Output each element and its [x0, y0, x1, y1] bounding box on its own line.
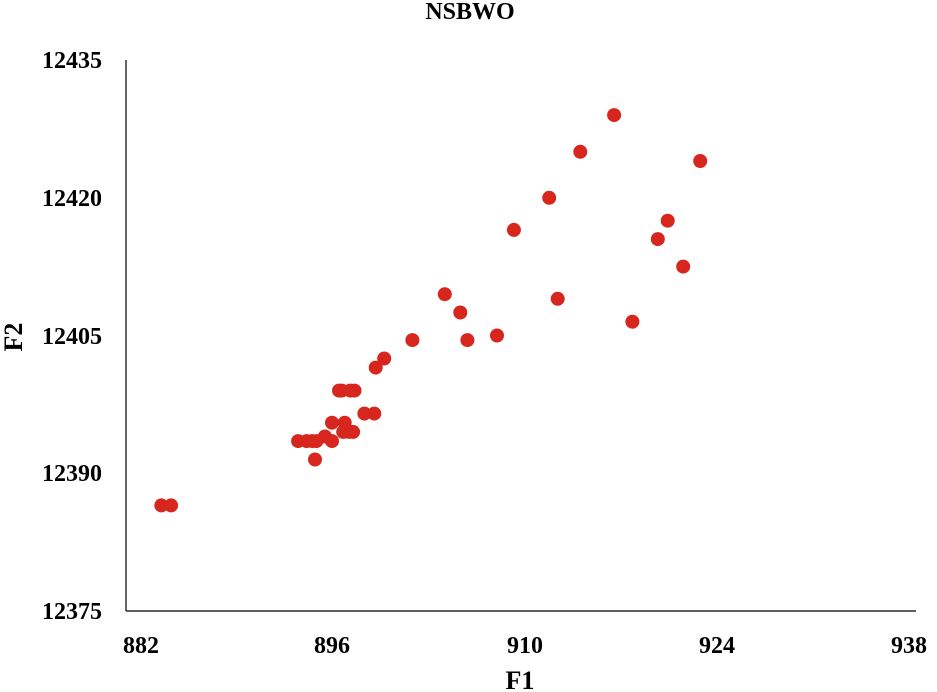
data-point [506, 222, 521, 237]
data-point [676, 259, 691, 274]
y-tick-labels: 12375 12390 12405 12420 12435 [42, 48, 102, 625]
data-point [377, 351, 392, 366]
data-point [453, 305, 468, 320]
x-tick-label: 938 [891, 633, 927, 659]
data-point [550, 291, 565, 306]
y-axis-label: F2 [0, 323, 28, 352]
chart-title: NSBWO [425, 0, 514, 25]
data-point [693, 154, 708, 168]
x-tick-label: 882 [123, 633, 159, 659]
data-point [367, 406, 382, 421]
y-tick-label: 12405 [42, 324, 102, 350]
data-point [368, 360, 383, 375]
data-point [405, 333, 420, 348]
data-points [154, 108, 708, 513]
data-point [573, 144, 588, 159]
data-point [154, 498, 169, 513]
data-point [625, 314, 640, 329]
x-tick-label: 910 [507, 633, 543, 659]
y-tick-label: 12390 [42, 461, 102, 487]
data-point [490, 328, 504, 343]
data-point [542, 190, 557, 205]
y-tick-label: 12435 [42, 48, 102, 74]
data-point [357, 406, 372, 421]
data-point [660, 213, 675, 228]
x-tick-label: 896 [314, 633, 350, 659]
data-point [308, 452, 322, 467]
data-point [346, 424, 361, 439]
data-point [650, 232, 665, 247]
data-point [325, 415, 339, 430]
data-point [325, 434, 339, 449]
data-point [460, 333, 475, 348]
x-axis-label: F1 [506, 666, 535, 692]
y-tick-label: 12375 [42, 599, 102, 625]
x-tick-label: 924 [699, 633, 735, 659]
y-tick-label: 12420 [42, 186, 102, 212]
data-point [437, 287, 452, 302]
data-point [347, 383, 362, 398]
data-point [164, 498, 179, 513]
data-point [607, 108, 622, 123]
x-tick-labels: 882 896 910 924 938 [123, 633, 927, 659]
